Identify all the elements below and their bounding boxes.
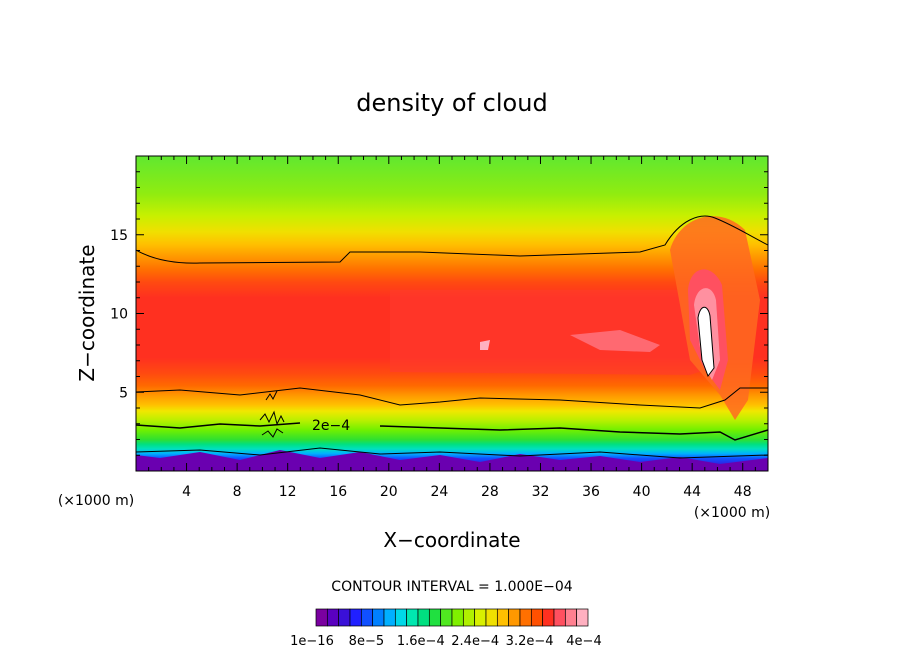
x-tick-label: 24 [430,484,448,500]
colorbar-swatch [349,608,362,627]
x-tick-label: 4 [182,484,191,500]
colorbar-swatch [372,608,385,627]
chart-title: density of cloud [356,89,547,117]
contour-interval-text: CONTOUR INTERVAL = 1.000E−04 [331,579,572,595]
colorbar-swatch [542,608,555,627]
colorbar-swatch [485,608,498,627]
colorbar-swatch [383,608,396,627]
colorbar-swatch [519,608,532,627]
x-tick-label: 28 [481,484,499,500]
y-tick-label: 10 [110,307,128,323]
heatmap-core-region [390,290,705,375]
colorbar-swatch [553,608,566,627]
y-tick-label: 5 [119,385,128,401]
colorbar-swatch [440,608,453,627]
heatmap-patch-b [480,340,490,350]
contour-line-bottom [136,447,768,459]
colorbar-swatch [417,608,430,627]
colorbar-swatch [462,608,476,627]
x-unit-right: (×1000 m) [694,505,770,521]
colorbar-label: 4e−4 [566,634,601,649]
x-unit-left: (×1000 m) [58,493,134,509]
x-tick-label: 40 [633,484,651,500]
colorbar [315,608,589,627]
colorbar-label: 3.2e−4 [506,634,554,649]
x-tick-label: 20 [380,484,398,500]
colorbar-swatch [508,608,521,627]
x-axis-label: X−coordinate [383,528,520,552]
colorbar-swatch [315,608,328,627]
heatmap-bottom-fringe [136,450,768,471]
contour-label: 2e−4 [312,418,350,434]
colorbar-swatch [451,608,464,627]
contour-noise-cluster [259,390,285,438]
x-tick-label: 12 [279,484,297,500]
colorbar-labels: 1e−16 8e−5 1.6e−4 2.4e−4 3.2e−4 4e−4 [290,634,602,649]
x-tick-label: 36 [582,484,600,500]
heatmap-plume-core [697,306,715,378]
colorbar-label: 1.6e−4 [397,634,445,649]
colorbar-swatch [564,608,578,627]
colorbar-label: 1e−16 [290,634,334,649]
contour-line-upper [136,215,768,264]
colorbar-swatch [360,608,374,627]
x-tick-label: 48 [734,484,752,500]
heatmap-patch-a [570,330,660,352]
colorbar-swatch [496,608,510,627]
y-tick-label: 15 [110,228,128,244]
y-axis: 5 10 15 [110,171,768,456]
contour-line-lower [136,387,768,409]
colorbar-swatch [428,608,442,627]
colorbar-label: 8e−5 [349,634,384,649]
x-tick-label: 8 [233,484,242,500]
x-tick-label: 32 [532,484,550,500]
heatmap-field [136,156,768,471]
colorbar-swatch [338,608,351,627]
colorbar-label: 2.4e−4 [451,634,499,649]
colorbar-swatch [576,608,589,627]
colorbar-swatch [326,608,340,627]
x-tick-label: 44 [683,484,701,500]
contour-line-2e-4 [136,422,768,441]
y-axis-label: Z−coordinate [75,244,99,381]
colorbar-swatch [474,608,487,627]
x-tick-label: 16 [329,484,347,500]
colorbar-swatch [406,608,419,627]
colorbar-swatch [530,608,544,627]
x-axis: 4 8 12 16 20 24 28 32 36 40 44 48 [148,156,756,500]
colorbar-swatch [394,608,408,627]
